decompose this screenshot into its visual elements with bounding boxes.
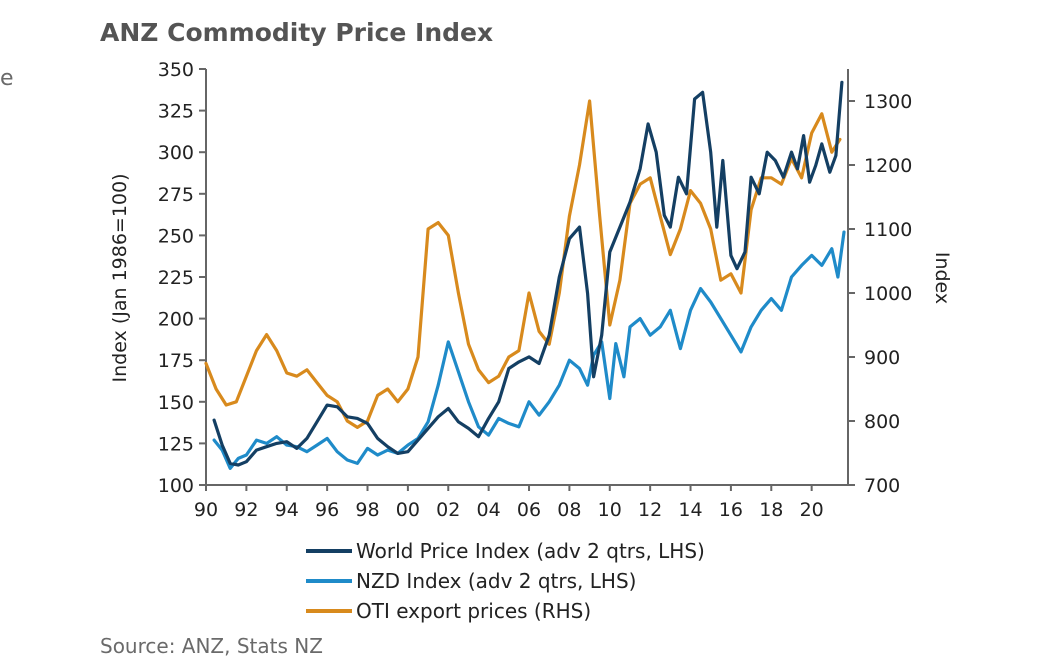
chart-title: ANZ Commodity Price Index xyxy=(100,18,494,47)
x-tick-label: 96 xyxy=(315,499,339,521)
x-tick-label: 20 xyxy=(800,499,824,521)
y-tick-label: 150 xyxy=(158,392,194,414)
series-line-1 xyxy=(212,230,846,470)
y2-tick-label: 700 xyxy=(864,475,900,497)
x-tick-label: 02 xyxy=(436,499,460,521)
legend-item-oti: OTI export prices (RHS) xyxy=(306,596,705,626)
y-tick-label: 175 xyxy=(158,350,194,372)
y-tick-label: 125 xyxy=(158,433,194,455)
x-tick-label: 14 xyxy=(678,499,702,521)
y2-tick-label: 1200 xyxy=(864,155,912,177)
y2-tick-label: 800 xyxy=(864,411,900,433)
legend-item-world: World Price Index (adv 2 qtrs, LHS) xyxy=(306,536,705,566)
x-tick-label: 18 xyxy=(759,499,783,521)
x-tick-label: 00 xyxy=(396,499,420,521)
y-tick-label: 100 xyxy=(158,475,194,497)
x-tick-label: 90 xyxy=(194,499,218,521)
legend-label-nzd: NZD Index (adv 2 qtrs, LHS) xyxy=(356,569,637,593)
y-tick-label: 250 xyxy=(158,225,194,247)
x-tick-label: 98 xyxy=(355,499,379,521)
y2-tick-label: 1300 xyxy=(864,91,912,113)
y-tick-label: 225 xyxy=(158,267,194,289)
y-tick-label: 325 xyxy=(158,101,194,123)
legend-swatch-oti xyxy=(306,609,352,613)
x-tick-label: 92 xyxy=(234,499,258,521)
y2-tick-label: 1000 xyxy=(864,283,912,305)
series-line-2 xyxy=(204,99,842,429)
edge-text: e xyxy=(0,66,14,91)
y2-axis-label: Index xyxy=(931,252,953,304)
y-tick-label: 350 xyxy=(158,59,194,81)
legend-swatch-nzd xyxy=(306,579,352,583)
x-tick-label: 08 xyxy=(557,499,581,521)
y-axis-label: Index (Jan 1986=100) xyxy=(109,173,131,382)
source-note: Source: ANZ, Stats NZ xyxy=(100,634,323,658)
x-tick-label: 12 xyxy=(638,499,662,521)
x-tick-label: 04 xyxy=(477,499,501,521)
legend-label-world: World Price Index (adv 2 qtrs, LHS) xyxy=(356,539,705,563)
x-tick-label: 06 xyxy=(517,499,541,521)
y2-tick-label: 900 xyxy=(864,347,900,369)
x-tick-label: 16 xyxy=(719,499,743,521)
legend: World Price Index (adv 2 qtrs, LHS) NZD … xyxy=(306,536,705,626)
x-tick-label: 10 xyxy=(598,499,622,521)
legend-item-nzd: NZD Index (adv 2 qtrs, LHS) xyxy=(306,566,705,596)
series-line-0 xyxy=(212,80,844,467)
y-tick-label: 300 xyxy=(158,142,194,164)
legend-label-oti: OTI export prices (RHS) xyxy=(356,599,592,623)
x-tick-label: 94 xyxy=(275,499,299,521)
legend-swatch-world xyxy=(306,549,352,553)
y2-tick-label: 1100 xyxy=(864,219,912,241)
y-tick-label: 200 xyxy=(158,309,194,331)
y-tick-label: 275 xyxy=(158,184,194,206)
